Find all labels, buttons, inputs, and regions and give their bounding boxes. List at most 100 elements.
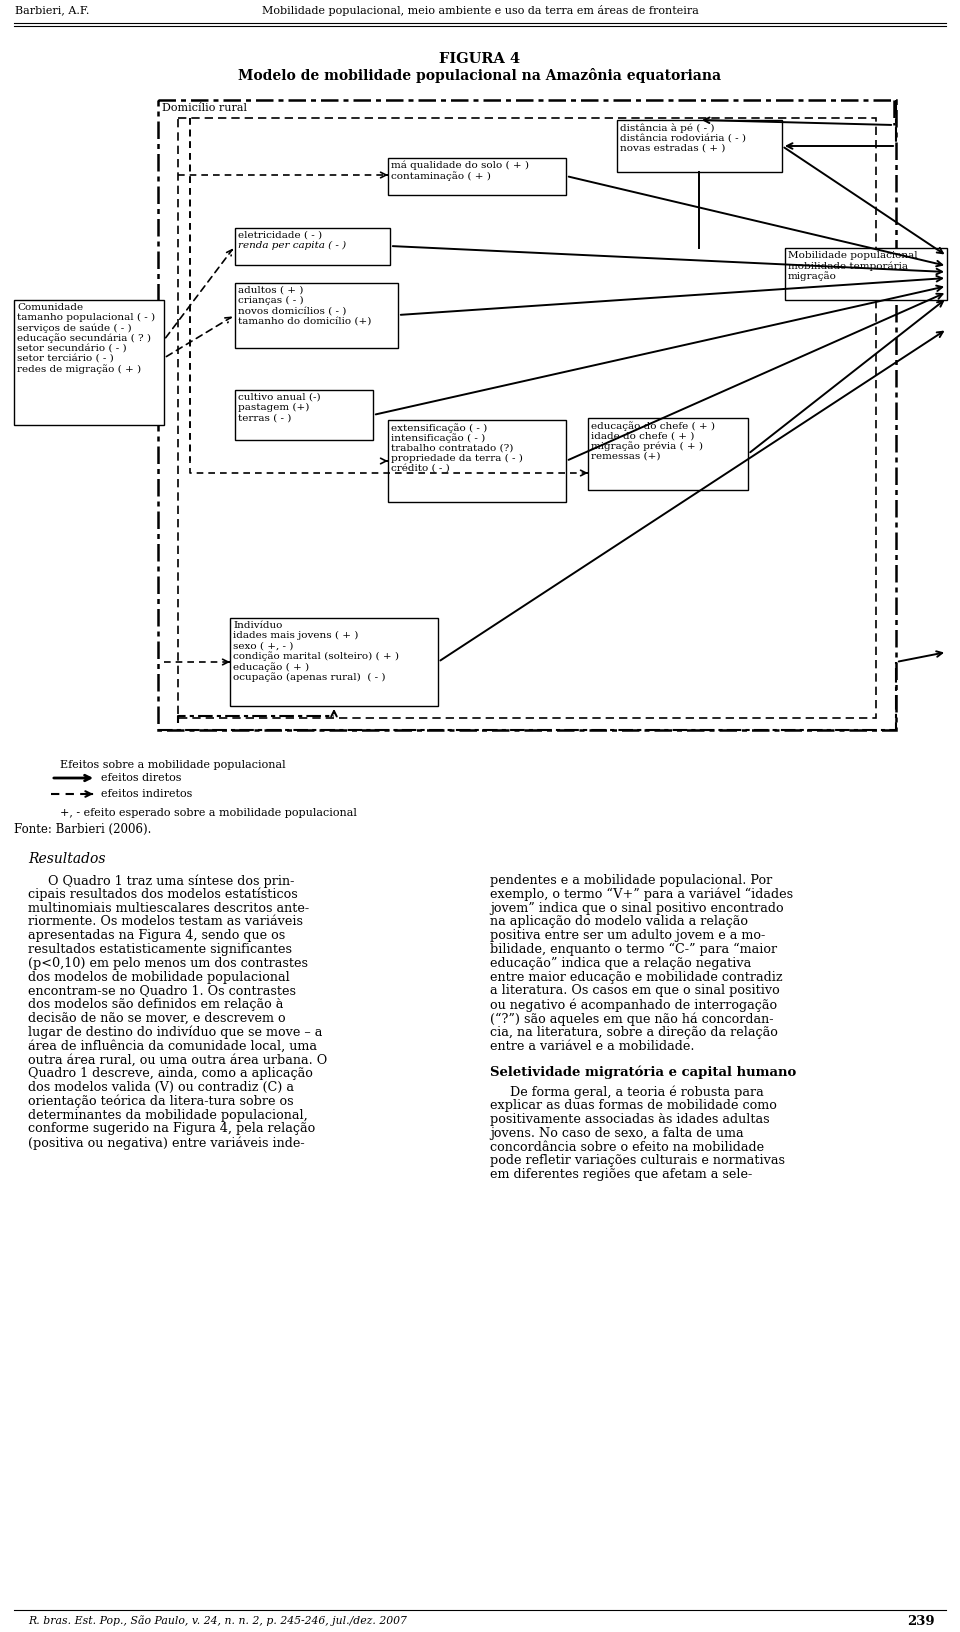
Text: migração: migração	[788, 271, 837, 281]
Bar	[178, 118, 876, 718]
Text: crédito ( - ): crédito ( - )	[391, 463, 449, 473]
Bar	[235, 228, 390, 264]
Text: positiva entre ser um adulto jovem e a mo-: positiva entre ser um adulto jovem e a m…	[490, 929, 765, 942]
Text: +, - efeito esperado sobre a mobilidade populacional: +, - efeito esperado sobre a mobilidade …	[60, 808, 357, 818]
Bar	[588, 418, 748, 490]
Text: pode refletir variações culturais e normativas: pode refletir variações culturais e norm…	[490, 1154, 785, 1167]
Bar	[388, 419, 566, 503]
Text: determinantes da mobilidade populacional,: determinantes da mobilidade populacional…	[28, 1108, 308, 1121]
Text: Domicílio rural: Domicílio rural	[162, 103, 247, 113]
Text: riormente. Os modelos testam as variáveis: riormente. Os modelos testam as variávei…	[28, 916, 303, 929]
Text: Indivíduo: Indivíduo	[233, 622, 282, 630]
Text: distância rodoviária ( - ): distância rodoviária ( - )	[620, 134, 746, 142]
Text: De forma geral, a teoria é robusta para: De forma geral, a teoria é robusta para	[490, 1085, 764, 1098]
Text: Comunidade: Comunidade	[17, 304, 84, 312]
Bar	[230, 619, 438, 707]
Text: Seletividade migratória e capital humano: Seletividade migratória e capital humano	[490, 1066, 796, 1079]
Text: educação do chefe ( + ): educação do chefe ( + )	[591, 421, 715, 431]
Text: ou negativo é acompanhado de interrogação: ou negativo é acompanhado de interrogaçã…	[490, 999, 778, 1012]
Text: adultos ( + ): adultos ( + )	[238, 286, 303, 295]
Text: remessas (+): remessas (+)	[591, 452, 660, 460]
Text: Modelo de mobilidade populacional na Amazônia equatoriana: Modelo de mobilidade populacional na Ama…	[238, 69, 722, 83]
Bar	[785, 248, 947, 300]
Text: cultivo anual (-): cultivo anual (-)	[238, 393, 321, 401]
Text: condição marital (solteiro) ( + ): condição marital (solteiro) ( + )	[233, 651, 399, 661]
Bar	[158, 100, 896, 730]
Text: 239: 239	[907, 1616, 935, 1629]
Text: a literatura. Os casos em que o sinal positivo: a literatura. Os casos em que o sinal po…	[490, 984, 780, 997]
Text: má qualidade do solo ( + ): má qualidade do solo ( + )	[391, 162, 529, 170]
Text: setor terciário ( - ): setor terciário ( - )	[17, 354, 113, 362]
Text: educação secundária ( ? ): educação secundária ( ? )	[17, 333, 151, 343]
Text: redes de migração ( + ): redes de migração ( + )	[17, 364, 141, 374]
Text: Fonte: Barbieri (2006).: Fonte: Barbieri (2006).	[14, 823, 152, 836]
Text: O Quadro 1 traz uma síntese dos prin-: O Quadro 1 traz uma síntese dos prin-	[28, 875, 295, 888]
Text: eletricidade ( - ): eletricidade ( - )	[238, 232, 323, 240]
Text: (“?”) são aqueles em que não há concordan-: (“?”) são aqueles em que não há concorda…	[490, 1012, 774, 1025]
Text: migração prévia ( + ): migração prévia ( + )	[591, 441, 703, 450]
Text: extensificação ( - ): extensificação ( - )	[391, 423, 488, 432]
Text: entre maior educação e mobilidade contradiz: entre maior educação e mobilidade contra…	[490, 971, 782, 984]
Bar	[235, 282, 398, 348]
Text: cipais resultados dos modelos estatísticos: cipais resultados dos modelos estatístic…	[28, 888, 298, 901]
Text: idade do chefe ( + ): idade do chefe ( + )	[591, 431, 694, 441]
Text: resultados estatisticamente significantes: resultados estatisticamente significante…	[28, 943, 292, 956]
Text: bilidade, enquanto o termo “C-” para “maior: bilidade, enquanto o termo “C-” para “ma…	[490, 943, 778, 956]
Text: distância à pé ( - ): distância à pé ( - )	[620, 122, 714, 132]
Text: Quadro 1 descreve, ainda, como a aplicação: Quadro 1 descreve, ainda, como a aplicaç…	[28, 1067, 313, 1080]
Text: pendentes e a mobilidade populacional. Por: pendentes e a mobilidade populacional. P…	[490, 875, 772, 888]
Text: contaminação ( + ): contaminação ( + )	[391, 171, 491, 181]
Text: sexo ( +, - ): sexo ( +, - )	[233, 641, 294, 651]
Text: jovens. No caso de sexo, a falta de uma: jovens. No caso de sexo, a falta de uma	[490, 1126, 744, 1139]
Text: exemplo, o termo “V+” para a variável “idades: exemplo, o termo “V+” para a variável “i…	[490, 888, 793, 901]
Text: multinomiais multiescalares descritos ante-: multinomiais multiescalares descritos an…	[28, 901, 309, 914]
Bar	[617, 121, 782, 171]
Text: idades mais jovens ( + ): idades mais jovens ( + )	[233, 632, 358, 640]
Text: orientação teórica da litera-tura sobre os: orientação teórica da litera-tura sobre …	[28, 1095, 294, 1108]
Text: educação ( + ): educação ( + )	[233, 663, 309, 672]
Text: serviços de saúde ( - ): serviços de saúde ( - )	[17, 323, 132, 333]
Bar	[235, 390, 373, 441]
Text: R. bras. Est. Pop., São Paulo, v. 24, n. n. 2, p. 245-246, jul./dez. 2007: R. bras. Est. Pop., São Paulo, v. 24, n.…	[28, 1616, 407, 1625]
Text: Efeitos sobre a mobilidade populacional: Efeitos sobre a mobilidade populacional	[60, 761, 286, 770]
Text: área de influência da comunidade local, uma: área de influência da comunidade local, …	[28, 1040, 317, 1053]
Text: Mobilidade populacional, meio ambiente e uso da terra em áreas de fronteira: Mobilidade populacional, meio ambiente e…	[261, 5, 699, 16]
Text: outra área rural, ou uma outra área urbana. O: outra área rural, ou uma outra área urba…	[28, 1053, 327, 1066]
Text: concordância sobre o efeito na mobilidade: concordância sobre o efeito na mobilidad…	[490, 1141, 764, 1154]
Text: propriedade da terra ( - ): propriedade da terra ( - )	[391, 454, 523, 463]
Text: (p<0,10) em pelo menos um dos contrastes: (p<0,10) em pelo menos um dos contrastes	[28, 956, 308, 969]
Text: jovem” indica que o sinal positivo encontrado: jovem” indica que o sinal positivo encon…	[490, 901, 783, 914]
Text: lugar de destino do indivíduo que se move – a: lugar de destino do indivíduo que se mov…	[28, 1027, 323, 1040]
Text: mobilidade temporária: mobilidade temporária	[788, 261, 908, 271]
Text: cia, na literatura, sobre a direção da relação: cia, na literatura, sobre a direção da r…	[490, 1027, 778, 1040]
Text: dos modelos são definidos em relação à: dos modelos são definidos em relação à	[28, 999, 283, 1012]
Text: dos modelos de mobilidade populacional: dos modelos de mobilidade populacional	[28, 971, 290, 984]
Text: apresentadas na Figura 4, sendo que os: apresentadas na Figura 4, sendo que os	[28, 929, 285, 942]
Text: ocupação (apenas rural)  ( - ): ocupação (apenas rural) ( - )	[233, 672, 386, 682]
Text: FIGURA 4: FIGURA 4	[440, 52, 520, 65]
Text: intensificação ( - ): intensificação ( - )	[391, 432, 485, 442]
Text: pastagem (+): pastagem (+)	[238, 403, 309, 413]
Text: conforme sugerido na Figura 4, pela relação: conforme sugerido na Figura 4, pela rela…	[28, 1123, 315, 1136]
Text: educação” indica que a relação negativa: educação” indica que a relação negativa	[490, 956, 752, 969]
Text: na aplicação do modelo valida a relação: na aplicação do modelo valida a relação	[490, 916, 748, 929]
Text: novos domicílios ( - ): novos domicílios ( - )	[238, 307, 347, 315]
Text: renda per capita ( - ): renda per capita ( - )	[238, 242, 347, 250]
Text: terras ( - ): terras ( - )	[238, 413, 292, 423]
Bar	[388, 158, 566, 194]
Text: efeitos diretos: efeitos diretos	[101, 774, 181, 783]
Text: novas estradas ( + ): novas estradas ( + )	[620, 144, 726, 152]
Text: Barbieri, A.F.: Barbieri, A.F.	[15, 5, 89, 15]
Text: em diferentes regiões que afetam a sele-: em diferentes regiões que afetam a sele-	[490, 1169, 753, 1182]
Text: Mobilidade populacional: Mobilidade populacional	[788, 251, 918, 259]
Text: trabalho contratado (?): trabalho contratado (?)	[391, 444, 514, 452]
Text: tamanho do domicílio (+): tamanho do domicílio (+)	[238, 317, 372, 326]
Text: Resultados: Resultados	[28, 852, 106, 867]
Text: entre a variável e a mobilidade.: entre a variável e a mobilidade.	[490, 1040, 694, 1053]
Text: tamanho populacional ( - ): tamanho populacional ( - )	[17, 313, 156, 323]
Text: explicar as duas formas de mobilidade como: explicar as duas formas de mobilidade co…	[490, 1100, 777, 1111]
Text: positivamente associadas às idades adultas: positivamente associadas às idades adult…	[490, 1113, 770, 1126]
Bar	[14, 300, 164, 424]
Text: (positiva ou negativa) entre variáveis inde-: (positiva ou negativa) entre variáveis i…	[28, 1136, 304, 1149]
Text: dos modelos valida (V) ou contradiz (C) a: dos modelos valida (V) ou contradiz (C) …	[28, 1080, 294, 1093]
